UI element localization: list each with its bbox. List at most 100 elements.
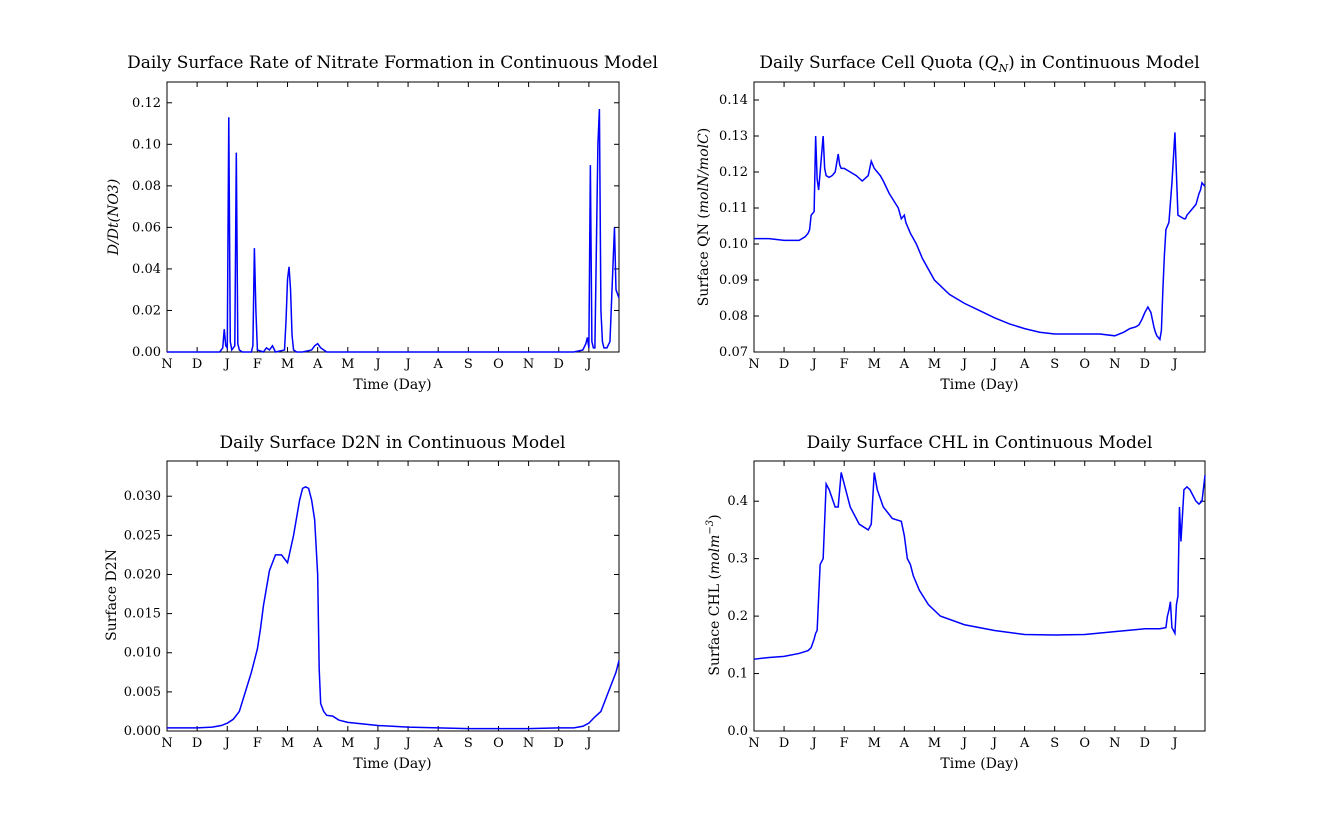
y-tick-label: 0.07 [719,345,748,360]
x-tick-label: D [1140,736,1150,751]
chart-title: Daily Surface Rate of Nitrate Formation … [127,53,658,73]
x-tick-label: S [1050,357,1059,372]
y-axis-label: Surface D2N [104,549,120,641]
nitrate-formation-panel: Daily Surface Rate of Nitrate Formation … [106,53,658,393]
x-tick-label: O [1079,357,1090,372]
x-tick-label: J [990,357,997,372]
chart-title: Daily Surface CHL in Continuous Model [807,433,1153,453]
x-tick-label: O [493,357,504,372]
ylabel-plain: Surface CHL ( [707,574,723,676]
x-axis-label: Time (Day) [353,377,431,393]
y-tick-label: 0.025 [124,528,161,543]
x-tick-label: O [1079,736,1090,751]
y-tick-label: 0.0 [727,724,748,739]
d2n-panel: Daily Surface D2N in Continuous Model Ti… [104,433,620,772]
x-tick-label: A [1019,357,1030,372]
x-tick-label: J [990,736,997,751]
x-tick-label: J [223,736,230,751]
x-tick-label: S [1050,736,1059,751]
y-tick-label: 0.09 [719,273,748,288]
y-tick-label: 0.010 [124,646,161,661]
ylabel-plain: Surface QN ( [696,213,712,306]
y-tick-label: 0.1 [727,667,748,682]
x-tick-label: F [840,357,849,372]
plot-frame [753,81,1206,353]
x-tick-label: J [810,736,817,751]
series-line [167,485,620,730]
y-tick-label: 0.08 [132,179,161,194]
series-line [753,472,1206,660]
y-tick-label: 0.2 [727,609,748,624]
y-tick-label: 0.10 [719,237,748,252]
ylabel-end: ) [696,128,712,133]
x-tick-label: J [584,357,591,372]
x-tick-label: J [960,736,967,751]
plot-frame [166,460,620,732]
x-axis-label: Time (Day) [353,756,431,772]
y-tick-label: 0.030 [124,489,161,504]
x-tick-label: D [779,357,789,372]
y-tick-label: 0.005 [124,685,161,700]
x-tick-label: D [192,736,202,751]
x-tick-label: N [161,357,172,372]
title-after: ) in Continuous Model [1008,53,1200,73]
x-tick-label: J [1170,357,1177,372]
y-tick-label: 0.04 [132,262,161,277]
y-tick-label: 0.13 [719,129,748,144]
y-tick-label: 0.11 [719,201,748,216]
y-tick-label: 0.06 [132,220,161,235]
x-tick-label: A [312,357,323,372]
x-tick-label: M [928,357,941,372]
y-tick-label: 0.015 [124,607,161,622]
title-before: Daily Surface Cell Quota ( [759,53,984,73]
x-tick-label: N [1109,736,1120,751]
x-tick-label: D [554,736,564,751]
x-tick-label: F [253,357,262,372]
y-tick-label: 0.14 [719,93,748,108]
y-tick-label: 0.4 [727,494,748,509]
ylabel-end: ) [707,514,723,519]
chl-panel: Daily Surface CHL in Continuous Model Ti… [705,433,1206,772]
cell-quota-panel: Daily Surface Cell Quota (QN) in Continu… [696,53,1206,393]
title-math: Q [985,53,999,73]
y-tick-label: 0.020 [124,567,161,582]
x-tick-label: J [223,357,230,372]
y-axis-label: Surface QN (molN/molC) [696,128,712,307]
x-tick-label: N [523,736,534,751]
x-tick-label: J [403,736,410,751]
y-tick-label: 0.12 [719,165,748,180]
y-tick-label: 0.08 [719,309,748,324]
y-tick-label: 0.3 [727,552,748,567]
x-tick-label: A [433,357,444,372]
x-tick-label: N [161,736,172,751]
series-line [167,108,620,353]
x-tick-label: F [253,736,262,751]
y-tick-label: 0.00 [132,345,161,360]
y-tick-label: 0.10 [132,137,161,152]
x-tick-label: M [341,736,354,751]
x-tick-label: O [493,736,504,751]
x-tick-label: M [868,736,881,751]
x-tick-label: M [868,357,881,372]
y-tick-label: 0.02 [132,303,161,318]
x-tick-label: J [1170,736,1177,751]
y-axis-label: D/Dt(NO3) [106,179,122,256]
x-tick-label: M [341,357,354,372]
x-tick-label: J [960,357,967,372]
x-tick-label: S [464,736,473,751]
x-tick-label: J [403,357,410,372]
ylabel-math: molm [707,535,723,574]
x-tick-label: M [281,736,294,751]
x-axis-label: Time (Day) [940,377,1018,393]
x-tick-label: J [584,736,591,751]
x-tick-label: J [373,357,380,372]
x-tick-label: A [899,736,910,751]
x-axis-label: Time (Day) [940,756,1018,772]
x-tick-label: A [433,736,444,751]
x-tick-label: N [748,736,759,751]
y-tick-label: 0.12 [132,96,161,111]
x-tick-label: D [192,357,202,372]
ylabel-sup: −3 [705,520,716,535]
y-tick-label: 0.000 [124,724,161,739]
